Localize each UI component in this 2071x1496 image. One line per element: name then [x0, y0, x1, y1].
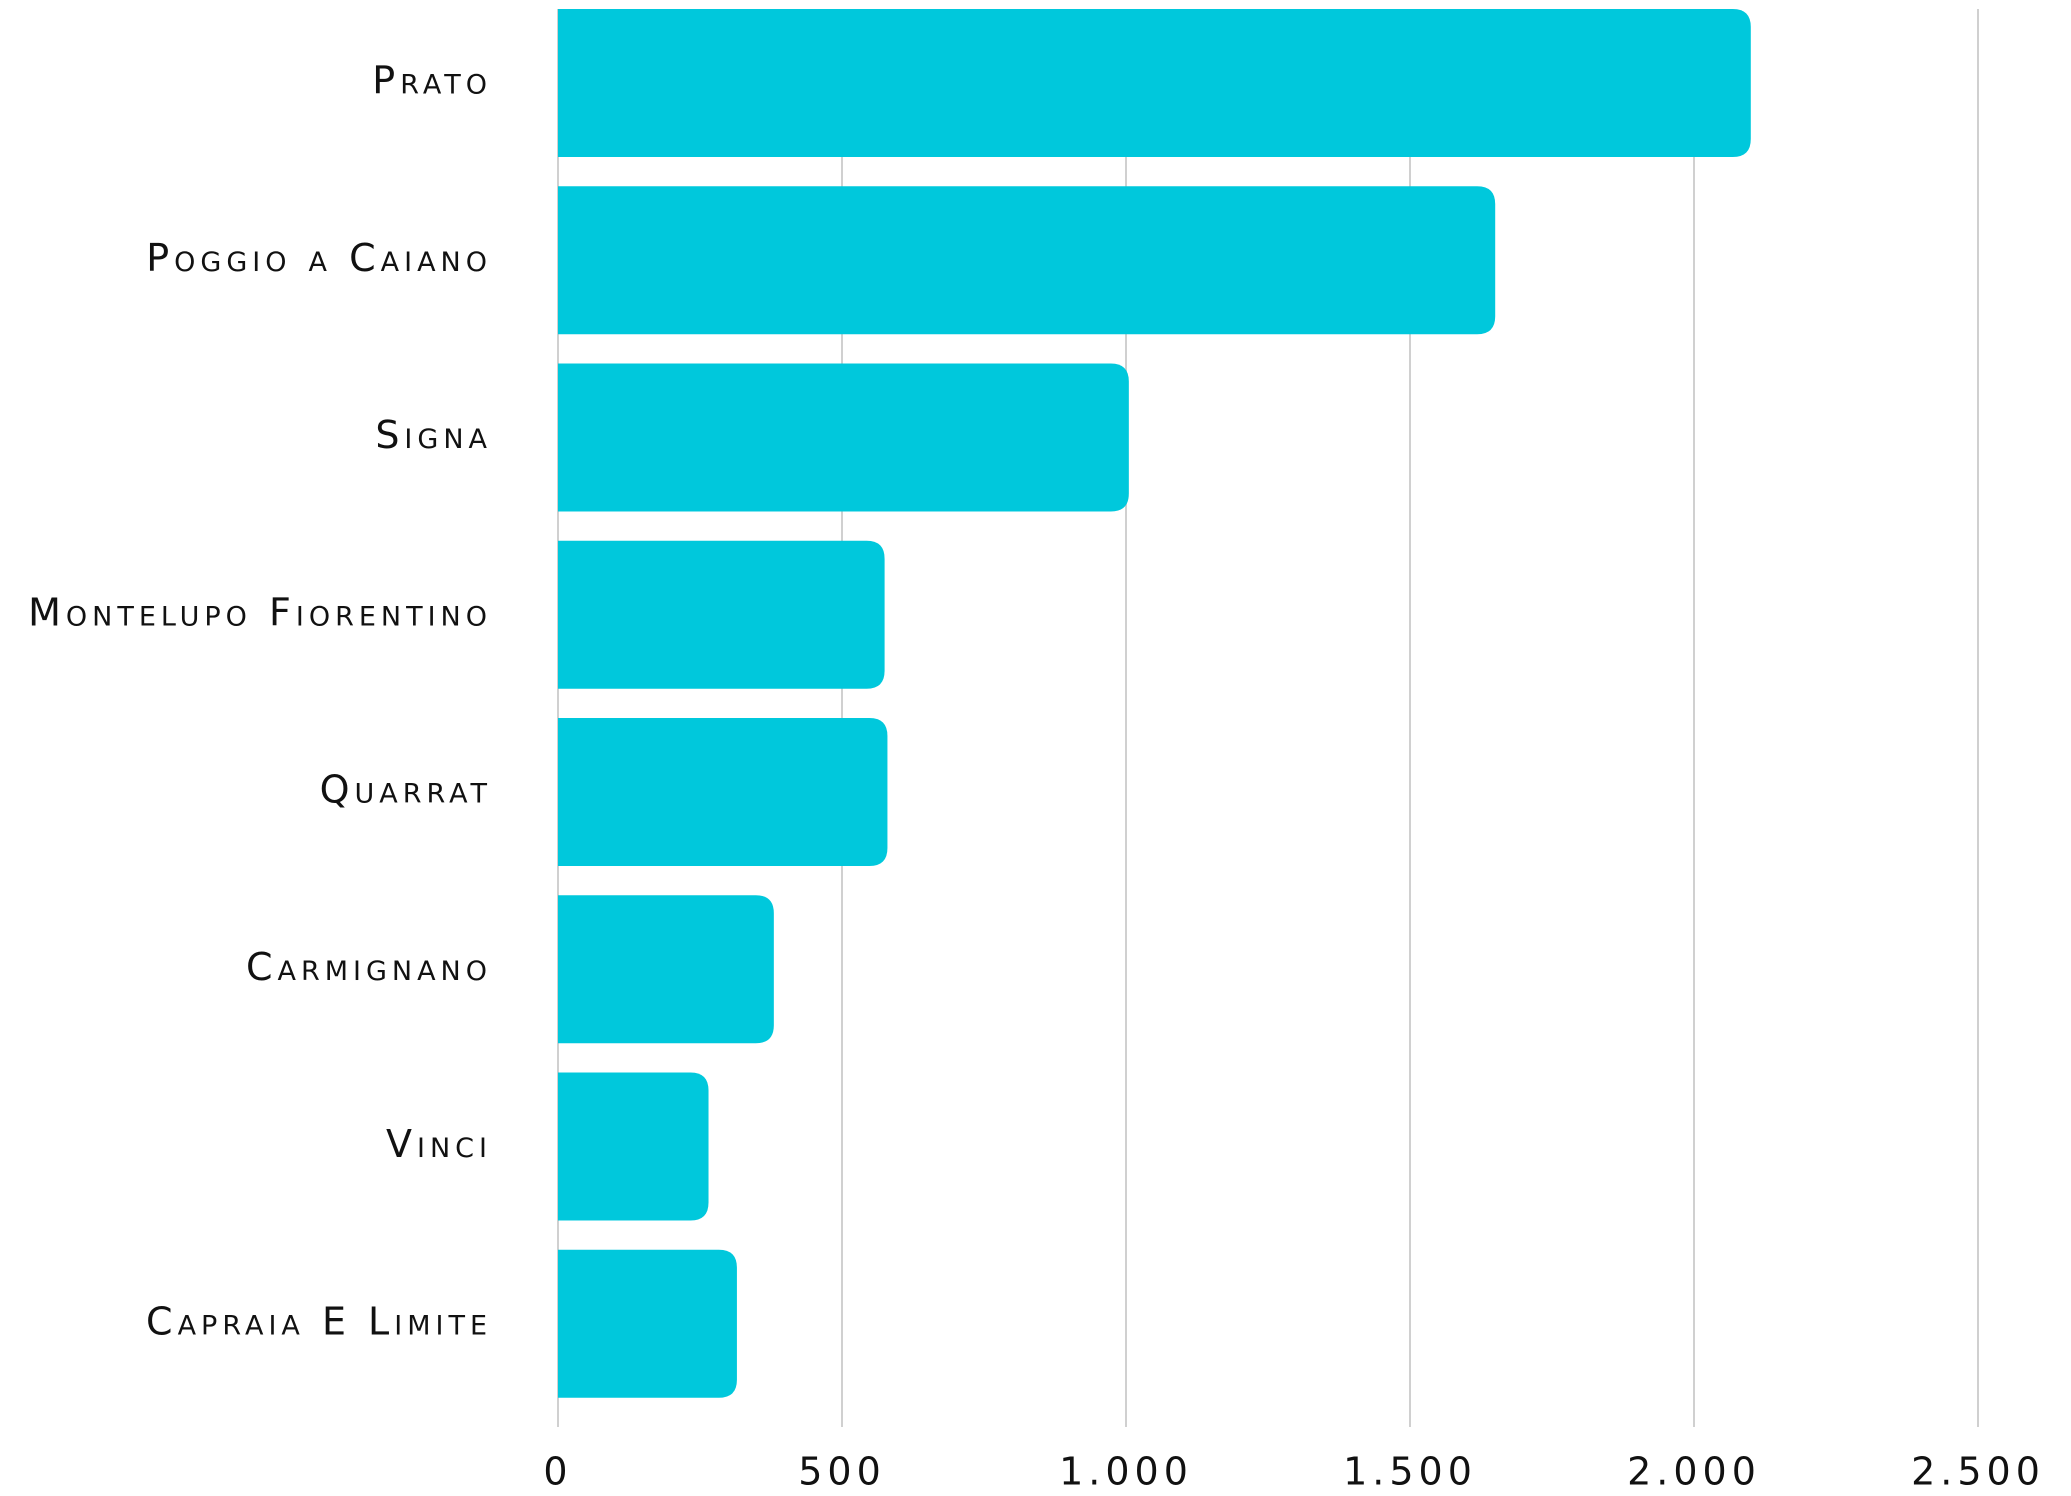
- bar: [558, 1249, 737, 1398]
- bar: [558, 9, 1751, 158]
- x-tick-label: 2.000: [1627, 1450, 1761, 1494]
- y-tick-label: Prato: [372, 59, 492, 103]
- x-tick-label: 2.500: [1911, 1450, 2045, 1494]
- x-tick-label: 0: [543, 1450, 572, 1494]
- y-tick-label: Carmignano: [246, 945, 492, 989]
- bar: [558, 1072, 709, 1221]
- x-tick-label: 500: [798, 1450, 886, 1494]
- y-tick-label: Vinci: [386, 1122, 492, 1166]
- bar: [558, 718, 888, 867]
- bar: [558, 186, 1496, 335]
- y-tick-label: Capraia E Limite: [146, 1299, 492, 1343]
- bar: [558, 895, 774, 1044]
- y-tick-label: Montelupo Fiorentino: [28, 590, 492, 634]
- y-tick-label: Signa: [375, 413, 492, 457]
- bar: [558, 540, 885, 689]
- bar: [558, 363, 1129, 512]
- x-tick-label: 1.000: [1059, 1450, 1193, 1494]
- x-tick-label: 1.500: [1343, 1450, 1477, 1494]
- y-tick-label: Poggio a Caiano: [146, 236, 492, 280]
- y-tick-label: Quarrat: [320, 768, 492, 812]
